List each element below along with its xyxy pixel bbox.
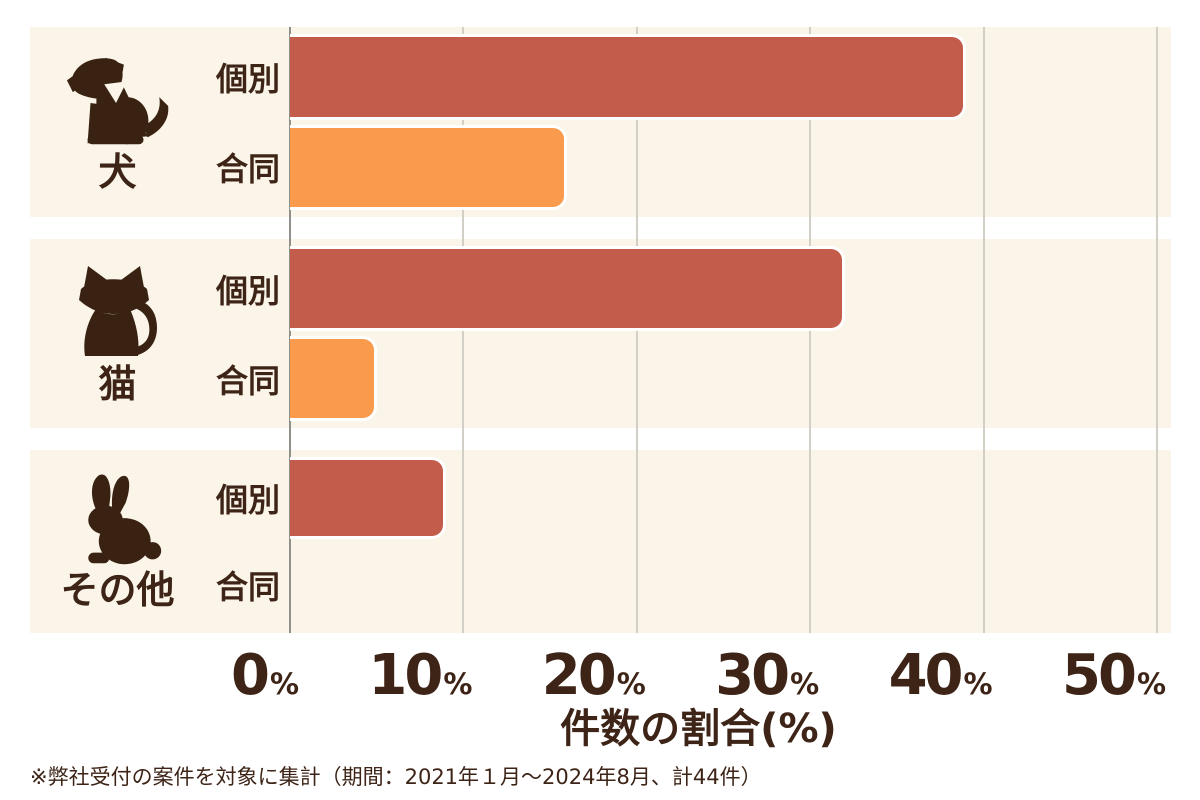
row-label-joint: 合同 (215, 361, 280, 400)
tick-50: 50% (1062, 643, 1166, 708)
bar-other-individual (290, 457, 447, 539)
bar-dog-joint (290, 124, 568, 210)
percent-suffix: % (963, 667, 993, 701)
percent-suffix: % (616, 667, 646, 701)
percent-suffix: % (269, 667, 299, 701)
row-label-joint: 合同 (215, 150, 280, 189)
row-dog-joint: 合同 (205, 124, 1171, 210)
x-axis-title: 件数の割合(%) (560, 706, 837, 752)
bar-cat-joint (290, 336, 377, 421)
row-label-individual: 個別 (215, 271, 280, 310)
panel-other: その他 個別 合同 (30, 450, 1171, 633)
tick-0: 0% (230, 643, 299, 708)
row-other-joint: 合同 (205, 544, 1171, 626)
tick-30: 30% (715, 643, 820, 708)
tick-10: 10% (368, 643, 473, 708)
animal-label-cat: 猫 (98, 361, 137, 406)
panel-cat: 猫 個別 合同 (30, 239, 1171, 428)
cat-icon (78, 265, 157, 356)
percent-suffix: % (1136, 667, 1166, 701)
dog-category: 犬 (30, 27, 205, 217)
row-label-individual: 個別 (215, 59, 280, 98)
other-category: その他 (30, 450, 205, 633)
dog-icon (66, 57, 168, 145)
bar-cat-individual (290, 246, 845, 331)
bar-dog-individual (290, 34, 967, 120)
percent-suffix: % (443, 667, 473, 701)
cat-category: 猫 (30, 239, 205, 428)
row-dog-individual: 個別 (205, 34, 1171, 120)
animal-label-other: その他 (60, 567, 175, 612)
footnote: ※弊社受付の案件を対象に集計（期間：2021年１月～2024年8月、計44件） (30, 765, 762, 789)
row-label-individual: 個別 (215, 481, 280, 519)
row-label-joint: 合同 (215, 568, 280, 606)
tick-20: 20% (541, 643, 646, 708)
rabbit-icon (87, 473, 161, 564)
panel-dog: 犬 個別 合同 (30, 27, 1171, 217)
row-cat-joint: 合同 (205, 336, 1171, 421)
tick-40: 40% (888, 643, 993, 708)
percent-suffix: % (790, 667, 820, 701)
row-other-individual: 個別 (205, 457, 1171, 539)
row-cat-individual: 個別 (205, 246, 1171, 331)
animal-label-dog: 犬 (98, 150, 137, 195)
